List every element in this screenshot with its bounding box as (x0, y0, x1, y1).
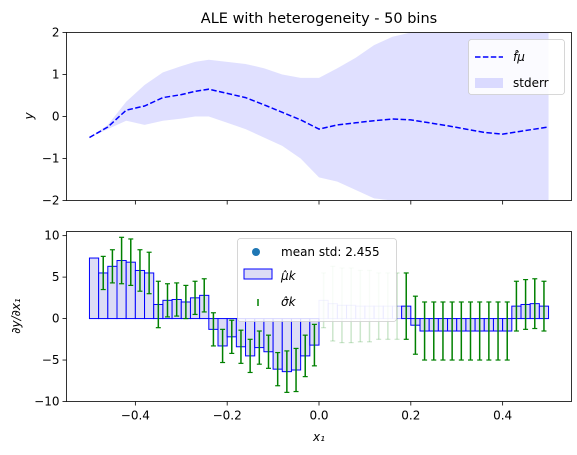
top-y-tick-label: 2 (52, 26, 60, 40)
bottom-y-ticks: −10 −5 0 5 10 (34, 229, 67, 409)
top-y-axis-label: y (22, 112, 36, 121)
legend-mean-std-label: mean std: 2.455 (281, 245, 380, 259)
stderr-band (89, 32, 549, 201)
legend-sigma-label: σ̂k (281, 295, 297, 309)
top-y-ticks: −2 −1 0 1 2 (42, 26, 67, 208)
bottom-x-axis-label: x₁ (312, 430, 325, 444)
bottom-y-tick-label: −5 (42, 353, 60, 367)
bottom-panel: −10 −5 0 5 10 −0.4 −0.2 0.0 0.2 0.4 ∂y/∂x₁ x₁ me… (9, 229, 572, 444)
mean-line-group (89, 88, 549, 139)
bottom-legend: mean std: 2.455 μ̂k σ̂k (237, 238, 397, 322)
legend-mean-std-marker (252, 248, 260, 256)
bottom-y-tick-label: −10 (34, 395, 59, 409)
bottom-y-tick-label: 10 (44, 229, 59, 243)
top-chart-title: ALE with heterogeneity - 50 bins (201, 11, 437, 27)
legend-stderr-label: stderr (513, 76, 549, 90)
mu-bar (88, 257, 100, 320)
top-y-tick-label: 0 (52, 110, 60, 124)
top-y-tick-label: −2 (42, 194, 60, 208)
bottom-x-tick-label: −0.4 (121, 409, 150, 423)
top-y-tick-label: 1 (52, 68, 60, 82)
bottom-y-axis-label: ∂y/∂x₁ (9, 298, 23, 334)
legend-mean-label: f̂μ (513, 50, 525, 64)
top-legend: f̂μ stderr (468, 39, 565, 95)
top-panel: ALE with heterogeneity - 50 bins −2 −1 0 1 2… (22, 11, 572, 208)
bottom-y-tick-label: 0 (52, 312, 60, 326)
bottom-legend-box (237, 238, 397, 322)
bottom-y-tick-label: 5 (52, 270, 60, 284)
legend-mu-swatch (243, 268, 273, 280)
bottom-x-tick-label: 0.4 (493, 409, 512, 423)
bottom-x-tick-label: 0.2 (401, 409, 420, 423)
mean-line (89, 88, 549, 139)
top-x-ticks (134, 200, 504, 205)
top-y-tick-label: −1 (42, 152, 60, 166)
bottom-x-tick-label: 0.0 (309, 409, 328, 423)
legend-mu-label: μ̂k (280, 269, 297, 283)
stderr-band-group (89, 32, 549, 201)
legend-stderr-swatch (475, 78, 503, 88)
bottom-x-ticks: −0.4 −0.2 0.0 0.2 0.4 (121, 401, 512, 423)
bottom-x-tick-label: −0.2 (213, 409, 242, 423)
